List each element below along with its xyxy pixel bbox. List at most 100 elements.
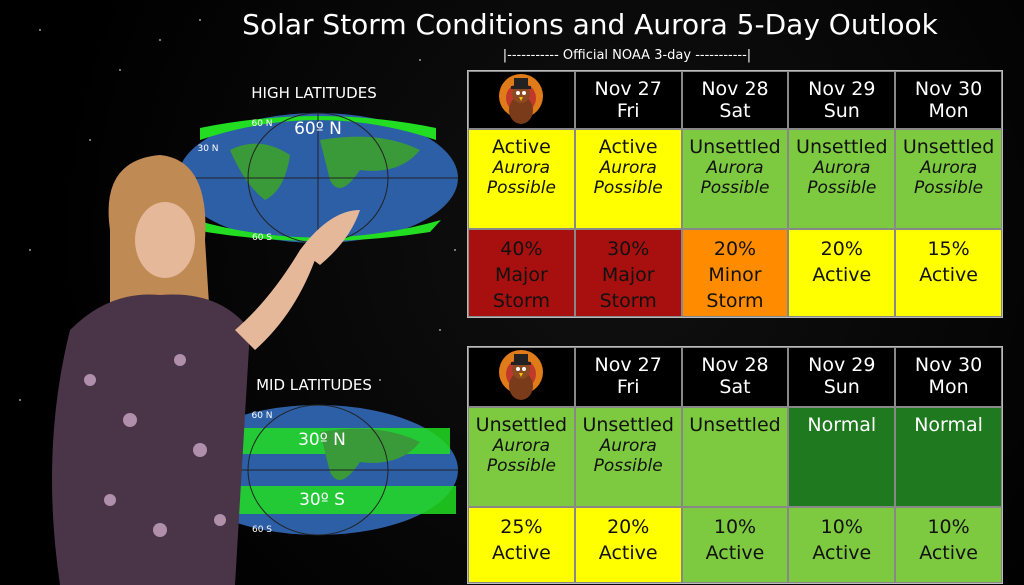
- turkey-icon: [468, 71, 575, 129]
- cell-text: Normal: [914, 414, 983, 436]
- cell-text: Unsettled: [902, 136, 995, 158]
- cell-text: Aurora: [919, 158, 978, 178]
- cell-text: Active: [812, 264, 872, 286]
- globe-label: 30º S: [299, 490, 345, 510]
- table-cell: Unsettled Aurora Possible: [788, 129, 896, 229]
- header-cell: Nov 29 Sun: [788, 347, 896, 407]
- globe-label: 60 S: [252, 233, 272, 243]
- table-cell: 10% Active: [788, 507, 896, 583]
- table-cell: 15% Active: [895, 229, 1002, 317]
- table-row: 25% Active 20% Active 10% Active 10% Active 10% A…: [468, 507, 1002, 583]
- cell-text: Active: [492, 136, 551, 158]
- cell-text: Unsettled: [796, 136, 888, 158]
- header-row: Nov 27 Fri Nov 28 Sat Nov 29 Sun Nov 30 Mon: [468, 347, 1002, 407]
- cell-text: 25%: [500, 516, 543, 538]
- table-cell: 25% Active: [468, 507, 575, 583]
- cell-text: Aurora: [492, 436, 550, 456]
- header-cell: Nov 29 Sun: [788, 71, 896, 129]
- header-cell: Nov 30 Mon: [895, 347, 1002, 407]
- cell-text: 10%: [927, 516, 970, 538]
- cell-text: Major: [495, 264, 548, 286]
- table-cell: 20% Active: [788, 229, 896, 317]
- globe-mid: [178, 404, 458, 536]
- cell-text: Active: [492, 542, 551, 564]
- cell-text: 20%: [607, 516, 650, 538]
- cell-text: Storm: [599, 290, 657, 312]
- table-row: Active Aurora Possible Active Aurora Possible…: [468, 129, 1002, 229]
- cell-text: Active: [705, 542, 765, 564]
- table-cell: Unsettled Aurora Possible: [895, 129, 1002, 229]
- noaa-label: |----------- Official NOAA 3-day -------…: [502, 48, 752, 63]
- globe-label: 60 S: [252, 525, 272, 535]
- header-cell: Nov 27 Fri: [574, 71, 682, 129]
- table-row: 40% Major Storm 30% Major Storm 20% Minor Storm 2…: [468, 229, 1002, 317]
- table-cell: Unsettled: [681, 407, 789, 507]
- header-text: Fri: [616, 100, 640, 122]
- header-text: Sun: [823, 376, 860, 398]
- cell-text: Possible: [593, 178, 663, 198]
- table-cell: Unsettled Aurora Possible: [468, 407, 575, 507]
- table-cell: Normal: [895, 407, 1002, 507]
- cell-text: Possible: [807, 178, 877, 198]
- header-text: Nov 29: [808, 354, 876, 376]
- cell-text: Aurora: [706, 158, 764, 178]
- header-text: Sat: [719, 100, 751, 122]
- cell-text: Aurora: [492, 158, 550, 178]
- cell-text: Active: [812, 542, 872, 564]
- title: Solar Storm Conditions and Aurora 5-Day …: [242, 8, 938, 41]
- presenter: [52, 155, 360, 585]
- cell-text: Unsettled: [689, 136, 781, 158]
- header-text: Nov 28: [701, 354, 769, 376]
- table-cell: Normal: [788, 407, 896, 507]
- header-text: Fri: [616, 376, 640, 398]
- table-cell: 20% Active: [574, 507, 682, 583]
- globe-high: [178, 112, 458, 244]
- cell-text: Possible: [700, 178, 770, 198]
- header-text: Nov 30: [914, 354, 983, 376]
- globe-label: 60 N: [251, 119, 272, 129]
- cell-text: Possible: [486, 456, 556, 476]
- latitude-label: HIGH LATITUDES: [251, 84, 377, 102]
- header-cell: Nov 30 Mon: [895, 71, 1002, 129]
- header-text: Mon: [928, 376, 969, 398]
- cell-text: Unsettled: [582, 414, 674, 436]
- cell-text: Possible: [914, 178, 984, 198]
- table-row: Unsettled Aurora Possible Unsettled Aurora Po…: [468, 407, 1002, 507]
- table-cell: Unsettled Aurora Possible: [574, 407, 682, 507]
- cell-text: Active: [919, 542, 978, 564]
- table-cell: Unsettled Aurora Possible: [681, 129, 789, 229]
- cell-text: Major: [601, 264, 655, 286]
- cell-text: 10%: [713, 516, 757, 538]
- globe-label: 60º N: [294, 119, 342, 139]
- cell-text: Unsettled: [475, 414, 568, 436]
- header-cell: Nov 28 Sat: [681, 347, 789, 407]
- cell-text: Aurora: [599, 158, 657, 178]
- table-cell: 30% Major Storm: [574, 229, 682, 317]
- header-text: Mon: [928, 100, 969, 122]
- cell-text: Possible: [486, 178, 556, 198]
- table-cell: Active Aurora Possible: [468, 129, 575, 229]
- latitude-label: MID LATITUDES: [256, 376, 372, 394]
- cell-text: 10%: [820, 516, 863, 538]
- cell-text: 40%: [500, 238, 543, 260]
- table-cell: 20% Minor Storm: [681, 229, 789, 317]
- cell-text: 30%: [607, 238, 650, 260]
- header-cell: Nov 28 Sat: [681, 71, 789, 129]
- cell-text: 15%: [927, 238, 970, 260]
- header-text: Nov 28: [701, 78, 769, 100]
- header-text: Sat: [719, 376, 751, 398]
- table-cell: 10% Active: [681, 507, 789, 583]
- cell-text: Minor: [708, 264, 762, 286]
- header-text: Nov 30: [914, 78, 983, 100]
- cell-text: Unsettled: [689, 414, 781, 436]
- forecast-table: Nov 27 Fri Nov 28 Sat Nov 29 Sun Nov 30 Mon Unse…: [467, 346, 1003, 584]
- table-cell: Active Aurora Possible: [574, 129, 682, 229]
- cell-text: Active: [598, 542, 658, 564]
- forecast-table: Nov 27 Fri Nov 28 Sat Nov 29 Sun Nov 30 Mon Acti…: [467, 70, 1003, 318]
- header-text: Nov 27: [594, 78, 662, 100]
- cell-text: Possible: [593, 456, 663, 476]
- table-cell: 10% Active: [895, 507, 1002, 583]
- globe-label: 30º N: [298, 430, 346, 450]
